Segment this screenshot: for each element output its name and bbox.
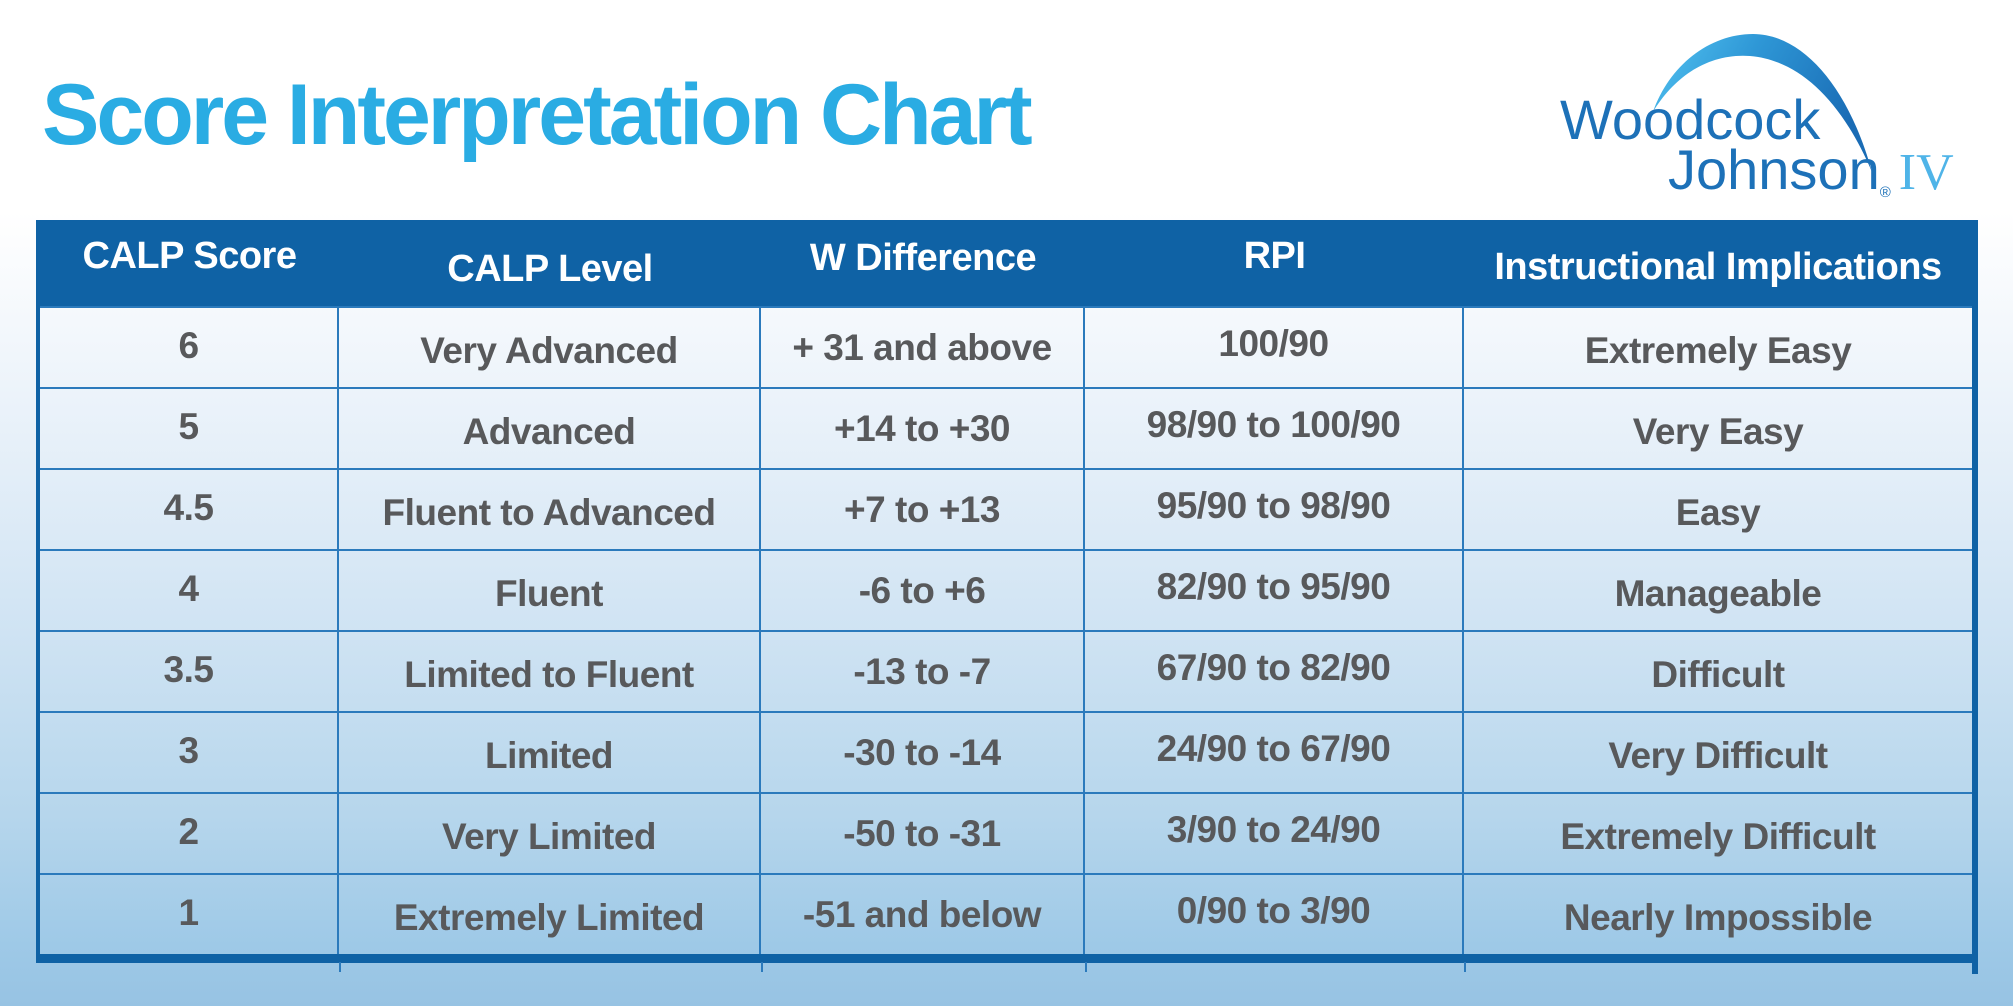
table-cell: -51 and below bbox=[761, 873, 1085, 954]
table-cell: 5 bbox=[40, 387, 339, 468]
table-row: 1 Extremely Limited -51 and below 0/90 t… bbox=[40, 873, 1972, 954]
table-cell: Limited bbox=[339, 711, 761, 792]
table-cell: Fluent to Advanced bbox=[339, 468, 761, 549]
table-row: 2 Very Limited -50 to -31 3/90 to 24/90 … bbox=[40, 792, 1972, 873]
table-cell: +14 to +30 bbox=[761, 387, 1085, 468]
table-cell: Manageable bbox=[1464, 549, 1972, 630]
table-cell: 4.5 bbox=[40, 468, 339, 549]
table-cell: Very Difficult bbox=[1464, 711, 1972, 792]
table-cell: 3.5 bbox=[40, 630, 339, 711]
woodcock-johnson-logo: Woodcock Johnson® IV bbox=[1538, 26, 2000, 208]
table-cell: Difficult bbox=[1464, 630, 1972, 711]
table-cell: +7 to +13 bbox=[761, 468, 1085, 549]
table-cell: 24/90 to 67/90 bbox=[1085, 711, 1464, 792]
header-cell-instructional-implications: Instructional Implications bbox=[1494, 245, 1942, 288]
table-cell: Nearly Impossible bbox=[1464, 873, 1972, 954]
table-cell: Easy bbox=[1464, 468, 1972, 549]
divider-stub bbox=[1464, 962, 1466, 972]
table-cell: 100/90 bbox=[1085, 306, 1464, 387]
table-cell: 4 bbox=[40, 549, 339, 630]
logo-text-woodcock: Woodcock bbox=[1560, 88, 1821, 151]
table-cell: Extremely Easy bbox=[1464, 306, 1972, 387]
registered-mark: ® bbox=[1879, 184, 1891, 201]
table-cell: 3 bbox=[40, 711, 339, 792]
page-title: Score Interpretation Chart bbox=[42, 67, 1033, 163]
table-row: 4.5 Fluent to Advanced +7 to +13 95/90 t… bbox=[40, 468, 1972, 549]
table-cell: -6 to +6 bbox=[761, 549, 1085, 630]
table-cell: 98/90 to 100/90 bbox=[1085, 387, 1464, 468]
header-cell-w-difference: W Difference bbox=[809, 236, 1037, 279]
table-cell: 0/90 to 3/90 bbox=[1085, 873, 1464, 954]
logo-text-johnson: Johnson® IV bbox=[1668, 138, 1954, 201]
divider-stub bbox=[1085, 962, 1087, 972]
header-cell-calp-score: CALP Score bbox=[82, 234, 297, 277]
table-cell: -50 to -31 bbox=[761, 792, 1085, 873]
table-row: 3.5 Limited to Fluent -13 to -7 67/90 to… bbox=[40, 630, 1972, 711]
table-row: 6 Very Advanced + 31 and above 100/90 Ex… bbox=[40, 306, 1972, 387]
table-row: 5 Advanced +14 to +30 98/90 to 100/90 Ve… bbox=[40, 387, 1972, 468]
header-cell-rpi: RPI bbox=[1243, 234, 1306, 277]
table-row: 4 Fluent -6 to +6 82/90 to 95/90 Managea… bbox=[40, 549, 1972, 630]
table-cell: 6 bbox=[40, 306, 339, 387]
table-row: 3 Limited -30 to -14 24/90 to 67/90 Very… bbox=[40, 711, 1972, 792]
table-cell: Very Easy bbox=[1464, 387, 1972, 468]
table-cell: Extremely Difficult bbox=[1464, 792, 1972, 873]
table-cell: Advanced bbox=[339, 387, 761, 468]
table-cell: 1 bbox=[40, 873, 339, 954]
logo-swoosh-icon bbox=[1653, 34, 1872, 172]
table-cell: Limited to Fluent bbox=[339, 630, 761, 711]
table-cell: Very Limited bbox=[339, 792, 761, 873]
table-bottom-border bbox=[40, 954, 1972, 963]
table-cell: -30 to -14 bbox=[761, 711, 1085, 792]
table-cell: 67/90 to 82/90 bbox=[1085, 630, 1464, 711]
divider-stub bbox=[761, 962, 763, 972]
table-cell: + 31 and above bbox=[761, 306, 1085, 387]
table-cell: 3/90 to 24/90 bbox=[1085, 792, 1464, 873]
table-cell: Fluent bbox=[339, 549, 761, 630]
table-cell: Very Advanced bbox=[339, 306, 761, 387]
divider-stub bbox=[339, 962, 341, 972]
right-border-stub bbox=[1972, 962, 1978, 974]
score-interpretation-table: CALP Score CALP Level W Difference RPI I… bbox=[36, 220, 1978, 974]
table-cell: -13 to -7 bbox=[761, 630, 1085, 711]
table-cell: Extremely Limited bbox=[339, 873, 761, 954]
header-cell-calp-level: CALP Level bbox=[447, 247, 653, 290]
logo-edition-iv: IV bbox=[1898, 144, 1954, 201]
table-cell: 95/90 to 98/90 bbox=[1085, 468, 1464, 549]
table-cell: 82/90 to 95/90 bbox=[1085, 549, 1464, 630]
table-cell: 2 bbox=[40, 792, 339, 873]
table-header-row: CALP Score CALP Level W Difference RPI I… bbox=[40, 220, 1972, 306]
